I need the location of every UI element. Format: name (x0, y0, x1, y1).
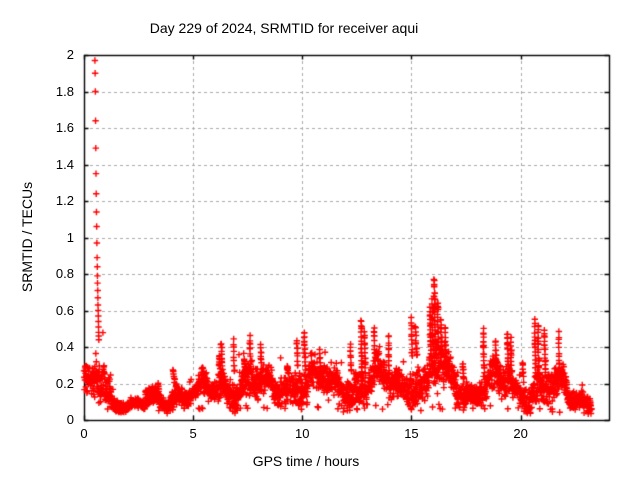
chart-title: Day 229 of 2024, SRMTID for receiver aqu… (149, 20, 419, 36)
x-tick-label: 20 (513, 426, 528, 441)
y-tick-label: 0.8 (55, 266, 74, 281)
y-tick-label: 1.4 (55, 156, 74, 172)
x-tick-label: 5 (189, 426, 197, 441)
y-tick-label: 0 (66, 412, 74, 427)
y-tick-label: 1.2 (55, 193, 74, 208)
x-tick-label: 15 (404, 426, 419, 441)
x-tick-label: 0 (80, 426, 88, 441)
y-axis-label: SRMTID / TECUs (19, 181, 35, 293)
x-tick-label: 10 (295, 426, 310, 441)
x-axis-label: GPS time / hours (252, 453, 360, 469)
y-tick-label: 1.8 (55, 83, 74, 99)
y-tick-label: 1 (66, 229, 74, 245)
y-tick-label: 0.2 (55, 375, 74, 391)
y-tick-label: 2 (66, 47, 74, 62)
y-tick-label: 0.4 (55, 339, 74, 354)
y-tick-label: 0.6 (55, 302, 74, 318)
y-tick-label: 1.6 (55, 120, 74, 135)
